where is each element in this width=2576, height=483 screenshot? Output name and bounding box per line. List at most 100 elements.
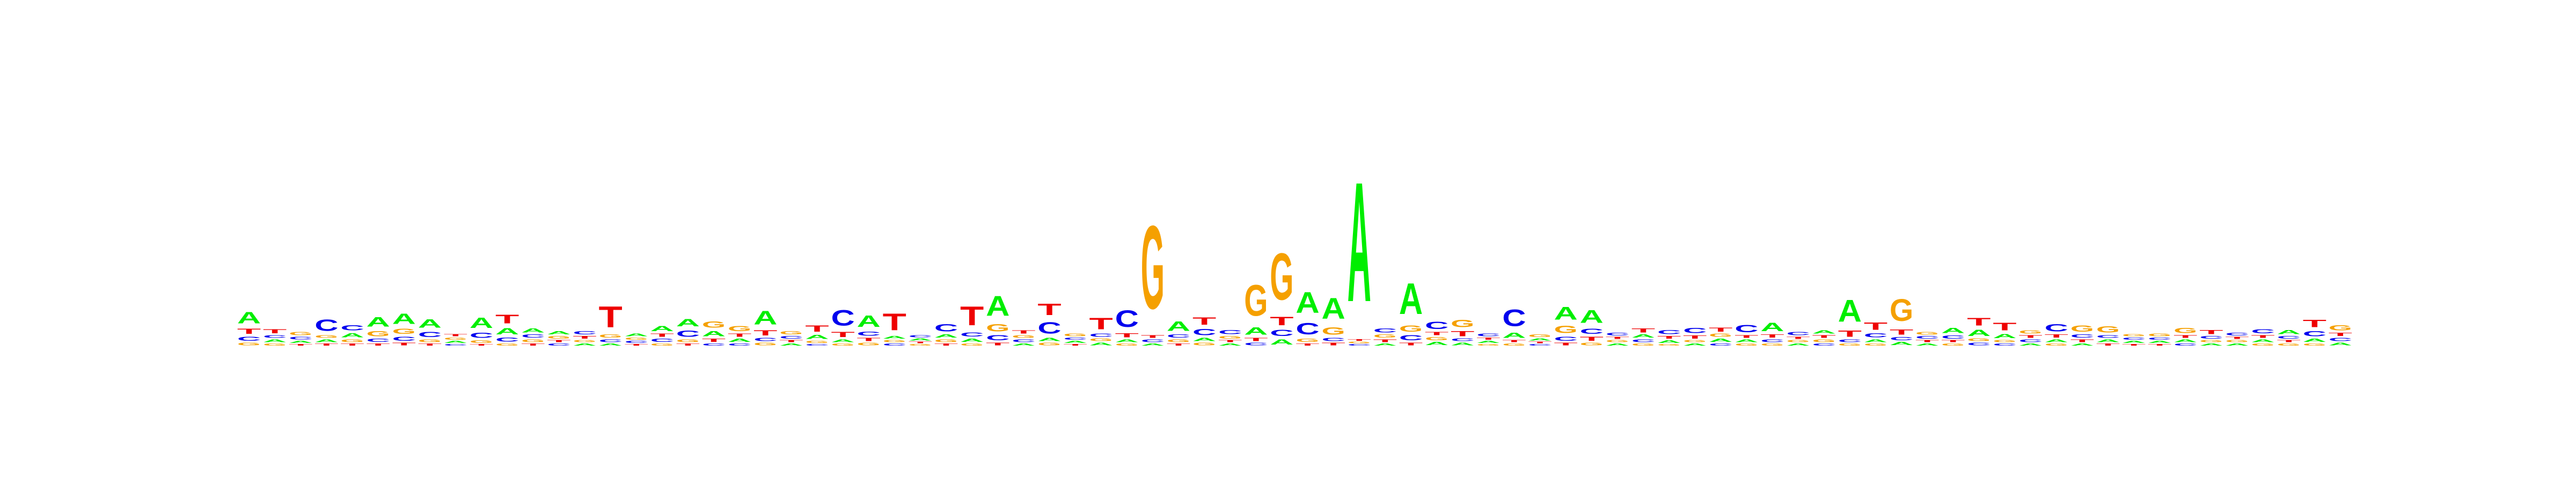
logo-letter-t: T — [650, 333, 674, 338]
logo-letter-t: T — [1296, 343, 1319, 346]
logo-letter-a: A — [1218, 343, 1242, 346]
logo-letter-g: G — [1812, 339, 1836, 343]
logo-letter-t: T — [1476, 337, 1500, 340]
logo-letter-c: C — [1192, 327, 1216, 337]
logo-letter-c: C — [1915, 335, 1939, 340]
logo-letter-t: T — [960, 302, 984, 331]
logo-letter-c: C — [1425, 319, 1448, 331]
logo-letter-g: G — [2096, 325, 2120, 335]
logo-letter-c: C — [1063, 337, 1087, 340]
logo-letter-t: T — [934, 343, 958, 346]
logo-letter-a: A — [1657, 340, 1681, 344]
logo-letter-c: C — [753, 337, 777, 342]
logo-letter-c: C — [547, 343, 570, 346]
logo-letter-t: T — [1399, 342, 1423, 346]
logo-letter-g: G — [573, 340, 596, 343]
logo-letter-a: A — [598, 343, 622, 346]
logo-letter-t: T — [1580, 335, 1604, 342]
logo-letter-a: A — [2096, 339, 2120, 343]
logo-letter-a: A — [1296, 287, 1319, 320]
logo-letter-c: C — [1657, 329, 1681, 335]
logo-letter-c: C — [1993, 343, 2016, 346]
logo-letter-a: A — [805, 334, 829, 340]
logo-letter-a: A — [1322, 292, 1345, 326]
logo-letter-a: A — [495, 326, 519, 336]
logo-letter-a: A — [547, 331, 570, 335]
logo-letter-c: C — [1476, 333, 1500, 337]
logo-letter-c: C — [1941, 334, 1965, 339]
logo-letter-a: A — [1502, 331, 1526, 339]
logo-letter-a: A — [934, 334, 958, 339]
logo-letter-a: A — [2070, 343, 2094, 346]
logo-letter-a: A — [831, 339, 854, 343]
logo-letter-t: T — [1787, 336, 1810, 339]
logo-letter-a: A — [2174, 339, 2197, 343]
logo-letter-g: G — [676, 339, 700, 343]
logo-letter-a: A — [1812, 330, 1836, 334]
logo-letter-a: A — [1967, 328, 1990, 338]
logo-letter-c: C — [1089, 333, 1113, 338]
logo-letter-c: C — [779, 335, 803, 340]
logo-letter-g: G — [289, 331, 312, 336]
logo-letter-g: G — [1451, 318, 1474, 330]
logo-letter-a: A — [1993, 333, 2016, 339]
logo-letter-g: G — [625, 337, 648, 340]
logo-letter-g: G — [1270, 239, 1293, 314]
logo-letter-a: A — [1787, 343, 1810, 346]
logo-letter-c: C — [1838, 339, 1862, 343]
logo-letter-t: T — [753, 329, 777, 337]
logo-letter-a: A — [2019, 343, 2043, 346]
logo-letter-c: C — [2277, 335, 2301, 340]
logo-letter-a: A — [625, 333, 648, 337]
logo-letter-c: C — [1606, 332, 1629, 336]
logo-letter-g: G — [392, 327, 416, 335]
logo-letter-g: G — [1296, 338, 1319, 342]
logo-letter-a: A — [1606, 343, 1629, 346]
logo-letter-a: A — [1115, 339, 1139, 343]
logo-letter-a: A — [573, 343, 596, 346]
logo-letter-c: C — [986, 334, 1009, 342]
logo-letter-a: A — [2225, 343, 2249, 346]
logo-letter-a: A — [728, 338, 751, 343]
logo-letter-c: C — [1244, 342, 1268, 346]
logo-letter-a: A — [779, 343, 803, 346]
logo-letter-g: G — [1993, 340, 2016, 343]
logo-letter-g: G — [1657, 343, 1681, 346]
logo-letter-g: G — [2019, 330, 2043, 334]
logo-letter-g: G — [547, 335, 570, 340]
logo-letter-c: C — [1890, 336, 1913, 341]
logo-letter-t: T — [2019, 334, 2043, 339]
logo-letter-a: A — [418, 317, 442, 331]
logo-letter-a: A — [470, 315, 493, 332]
logo-letter-t: T — [728, 333, 751, 338]
logo-letter-g: G — [909, 343, 932, 346]
logo-letter-t: T — [495, 312, 519, 326]
logo-letter-t: T — [573, 335, 596, 340]
logo-letter-a: A — [1735, 339, 1758, 343]
logo-letter-g: G — [1838, 343, 1862, 346]
logo-letter-a: A — [366, 314, 390, 330]
logo-letter-g: G — [263, 343, 287, 346]
logo-letter-c: C — [314, 317, 338, 335]
logo-letter-c: C — [1760, 339, 1784, 343]
logo-letter-c: C — [1218, 329, 1242, 335]
logo-letter-c: C — [676, 328, 700, 339]
